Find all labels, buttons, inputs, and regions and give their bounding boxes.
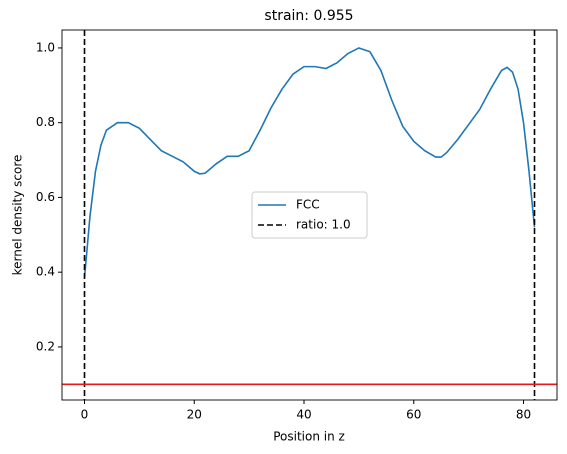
x-tick-label: 40 [296, 408, 311, 422]
y-tick-label: 1.0 [36, 40, 55, 54]
x-axis-label: Position in z [273, 430, 345, 444]
line-series [83, 47, 536, 278]
y-tick-label: 0.8 [36, 115, 55, 129]
y-axis-label: kernel density score [11, 155, 25, 276]
y-tick-label: 0.6 [36, 190, 55, 204]
x-tick-label: 80 [516, 408, 531, 422]
x-tick-label: 0 [81, 408, 89, 422]
y-tick-label: 0.2 [36, 339, 55, 353]
y-tick-label: 0.4 [36, 265, 55, 279]
x-tick-label: 60 [406, 408, 421, 422]
axes-frame [61, 29, 558, 401]
chart-title: strain: 0.955 [264, 8, 353, 24]
legend-label: ratio: 1.0 [296, 218, 351, 232]
x-tick-label: 20 [187, 408, 202, 422]
legend-label: FCC [296, 198, 320, 212]
legend-box [251, 191, 368, 239]
